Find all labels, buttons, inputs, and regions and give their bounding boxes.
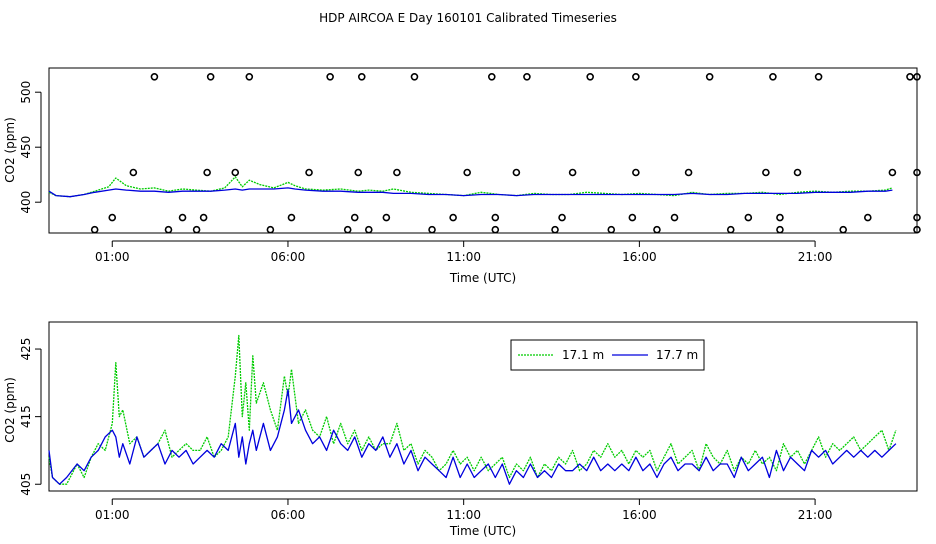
top-y-axis-label: CO2 (ppm) (3, 117, 17, 183)
top-scatter-point (769, 73, 777, 81)
top-scatter-point (178, 213, 187, 222)
top-scatter-point (364, 225, 373, 234)
figure-title: HDP AIRCOA E Day 160101 Calibrated Times… (319, 11, 617, 25)
top-scatter-point (705, 73, 714, 81)
top-scatter-point (607, 225, 616, 234)
bottom-series-line-17-7-m (48, 388, 897, 485)
top-x-tick-label: 01:00 (95, 250, 130, 264)
top-scatter-point (793, 168, 802, 177)
top-scatter-point (632, 168, 640, 177)
top-scatter-point (839, 225, 848, 234)
top-scatter-point (653, 225, 661, 234)
bottom-panel-frame (48, 321, 918, 492)
top-scatter-point (90, 225, 99, 234)
top-scatter-point (864, 213, 872, 222)
top-scatter-point (684, 168, 693, 177)
top-scatter-point (463, 168, 471, 177)
top-scatter-point (913, 168, 921, 177)
top-scatter-point (568, 168, 577, 177)
top-scatter-point (305, 168, 313, 177)
legend-label-17-1m: 17.1 m (562, 348, 604, 362)
bottom-x-tick-label: 01:00 (95, 508, 130, 522)
bottom-y-tick-label: 425 (19, 338, 33, 361)
top-series-line-17-7-m (48, 187, 893, 198)
top-scatter-point (913, 225, 921, 234)
top-x-tick-label: 11:00 (446, 250, 481, 264)
top-scatter-point (628, 213, 637, 222)
top-y-tick-label: 500 (19, 81, 33, 104)
top-scatter-point (512, 168, 521, 177)
legend: 17.1 m 17.7 m (510, 339, 705, 371)
top-x-axis-label: Time (UTC) (449, 271, 516, 285)
bottom-y-tick-label: 415 (19, 405, 33, 428)
bottom-series-line-17-1-m (48, 334, 897, 485)
top-scatter-point (913, 73, 921, 81)
top-scatter-point (888, 168, 897, 177)
top-scatter-point (776, 213, 784, 222)
top-scatter-point (410, 73, 419, 81)
top-scatter-point (670, 213, 679, 222)
top-scatter-point (558, 213, 566, 222)
top-scatter-point (906, 73, 914, 81)
top-scatter-point (762, 168, 770, 177)
top-scatter-point (913, 213, 921, 222)
top-scatter-point (487, 73, 496, 81)
bottom-y-axis-label: CO2 (ppm) (3, 377, 17, 443)
top-x-tick-label: 16:00 (622, 250, 657, 264)
bottom-x-tick-label: 21:00 (798, 508, 833, 522)
top-scatter-point (245, 73, 254, 81)
legend-label-17-7m: 17.7 m (656, 348, 698, 362)
top-scatter-point (428, 225, 436, 234)
bottom-panel: 01:00 06:00 11:00 16:00 21:00 405 415 425 Time … (3, 321, 918, 538)
top-scatter-point (326, 73, 334, 81)
top-scatter-point (206, 73, 215, 81)
top-panel: 01:00 06:00 11:00 16:00 21:00 400 450 500 Time … (3, 67, 921, 285)
bottom-x-axis-label: Time (UTC) (449, 524, 516, 538)
top-scatter-point (150, 73, 159, 81)
bottom-x-tick-label: 11:00 (446, 508, 481, 522)
top-scatter-point (343, 225, 352, 234)
top-scatter-point (744, 213, 753, 222)
top-scatter-point (726, 225, 735, 234)
top-x-tick-label: 06:00 (271, 250, 306, 264)
top-scatter-point (203, 168, 211, 177)
top-scatter-point (287, 213, 296, 222)
top-scatter-point (231, 168, 240, 177)
bottom-y-tick-label: 405 (19, 473, 33, 496)
top-panel-frame (48, 67, 918, 234)
top-scatter-point (192, 225, 201, 234)
top-scatter-point (129, 168, 138, 177)
top-y-tick-label: 400 (19, 191, 33, 214)
top-scatter-point (199, 213, 208, 222)
top-scatter-point (354, 168, 363, 177)
top-y-tick-label: 450 (19, 136, 33, 159)
top-scatter-point (491, 213, 500, 222)
top-scatter-point (108, 213, 117, 222)
top-scatter-point (632, 73, 640, 81)
bottom-x-tick-label: 16:00 (622, 508, 657, 522)
top-scatter-point (350, 213, 359, 222)
top-scatter-point (776, 225, 784, 234)
top-scatter-point (523, 73, 531, 81)
top-x-tick-label: 21:00 (798, 250, 833, 264)
top-scatter-point (814, 73, 823, 81)
top-scatter-point (382, 213, 391, 222)
top-scatter-point (266, 225, 275, 234)
top-scatter-point (491, 225, 500, 234)
top-scatter-point (449, 213, 457, 222)
bottom-x-tick-label: 06:00 (271, 508, 306, 522)
top-scatter-point (586, 73, 594, 81)
top-scatter-point (393, 168, 401, 177)
top-scatter-point (164, 225, 173, 234)
top-scatter-point (551, 225, 559, 234)
top-scatter-point (357, 73, 366, 81)
